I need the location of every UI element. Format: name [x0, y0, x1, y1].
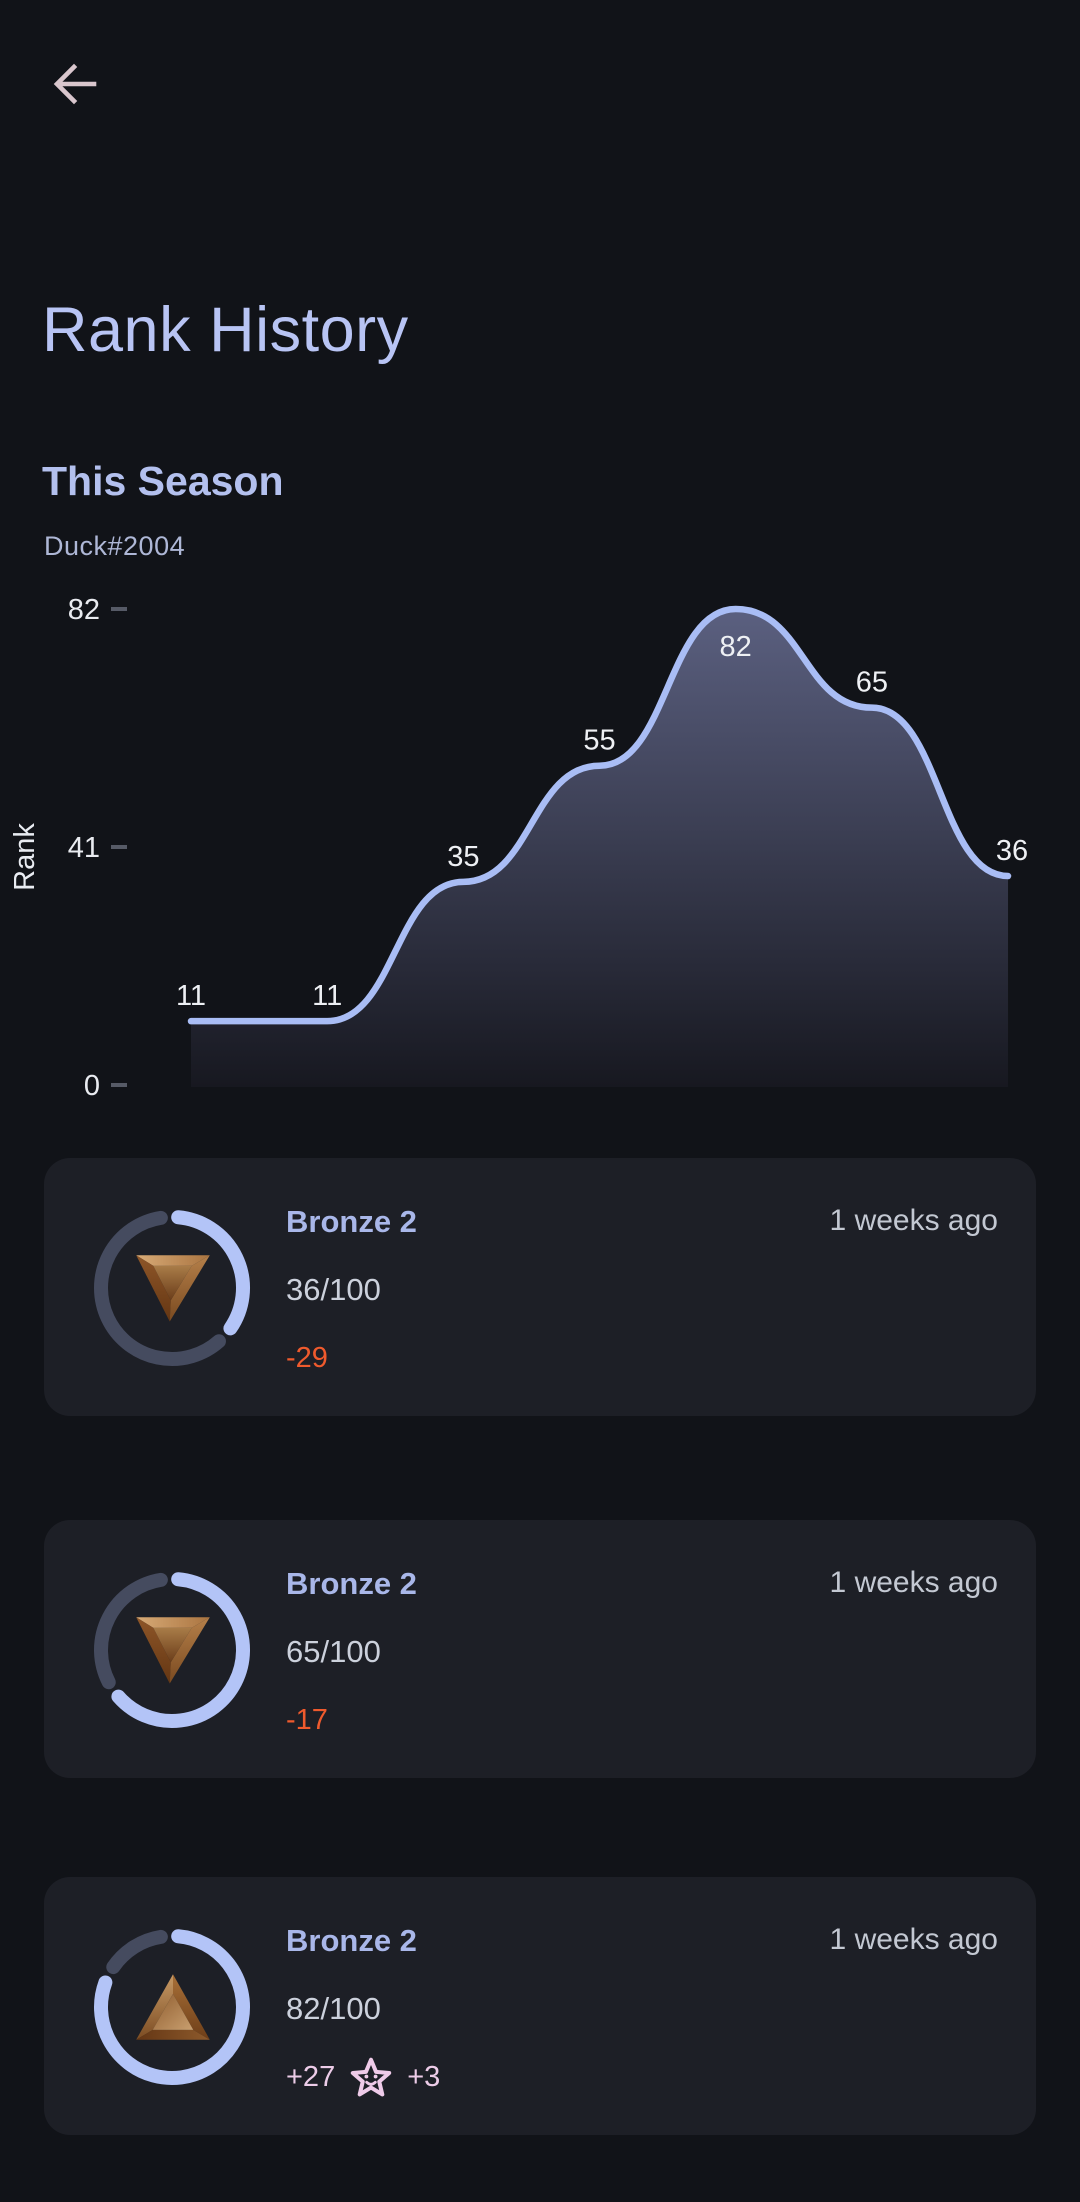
delta-row: +27 +3: [286, 2053, 440, 2101]
delta-row: -29: [286, 1334, 328, 1382]
season-heading: This Season: [42, 458, 284, 504]
rank-history-card[interactable]: Bronze 2 1 weeks ago 82/100 +27 +3: [44, 1877, 1036, 2135]
svg-text:0: 0: [84, 1070, 100, 1102]
progress-label: 82/100: [286, 1991, 381, 2026]
rank-history-card[interactable]: Bronze 2 1 weeks ago 36/100 -29: [44, 1158, 1036, 1416]
rank-label: Bronze 2: [286, 1566, 417, 1601]
progress-label: 65/100: [286, 1634, 381, 1669]
arrow-left-icon: [53, 63, 97, 105]
progress-label: 36/100: [286, 1272, 381, 1307]
rank-label: Bronze 2: [286, 1923, 417, 1958]
rank-label: Bronze 2: [286, 1204, 417, 1239]
svg-text:35: 35: [447, 841, 479, 873]
time-label: 1 weeks ago: [829, 1204, 998, 1237]
time-label: 1 weeks ago: [829, 1923, 998, 1956]
svg-text:41: 41: [68, 832, 100, 864]
rank-progress-ring: [94, 1210, 250, 1366]
svg-text:36: 36: [996, 835, 1028, 867]
rank-progress-ring: [94, 1572, 250, 1728]
rank-tier-triangle-icon: [136, 1617, 210, 1684]
svg-text:11: 11: [312, 980, 342, 1012]
star-icon: [348, 2054, 394, 2100]
rank-history-chart: 0 41 82 Rank 11 11 35 55 82 65 36: [9, 594, 1028, 1102]
svg-text:11: 11: [176, 980, 206, 1012]
back-button[interactable]: [48, 58, 100, 110]
rank-progress-ring: [94, 1929, 250, 2085]
svg-text:Rank: Rank: [9, 823, 41, 891]
star-bonus-label: +3: [407, 2060, 441, 2093]
rank-tier-triangle-icon: [136, 1974, 210, 2040]
delta-label: -29: [286, 1341, 328, 1374]
svg-text:82: 82: [68, 594, 100, 626]
delta-label: -17: [286, 1703, 328, 1736]
time-label: 1 weeks ago: [829, 1566, 998, 1599]
player-tag: Duck#2004: [44, 531, 186, 561]
svg-text:65: 65: [856, 667, 888, 699]
rank-history-card[interactable]: Bronze 2 1 weeks ago 65/100 -17: [44, 1520, 1036, 1778]
delta-label: +27: [286, 2060, 336, 2093]
page-title: Rank History: [42, 295, 409, 365]
delta-row: -17: [286, 1696, 328, 1744]
svg-text:55: 55: [583, 725, 615, 757]
rank-tier-triangle-icon: [136, 1255, 210, 1322]
svg-text:82: 82: [720, 631, 752, 663]
